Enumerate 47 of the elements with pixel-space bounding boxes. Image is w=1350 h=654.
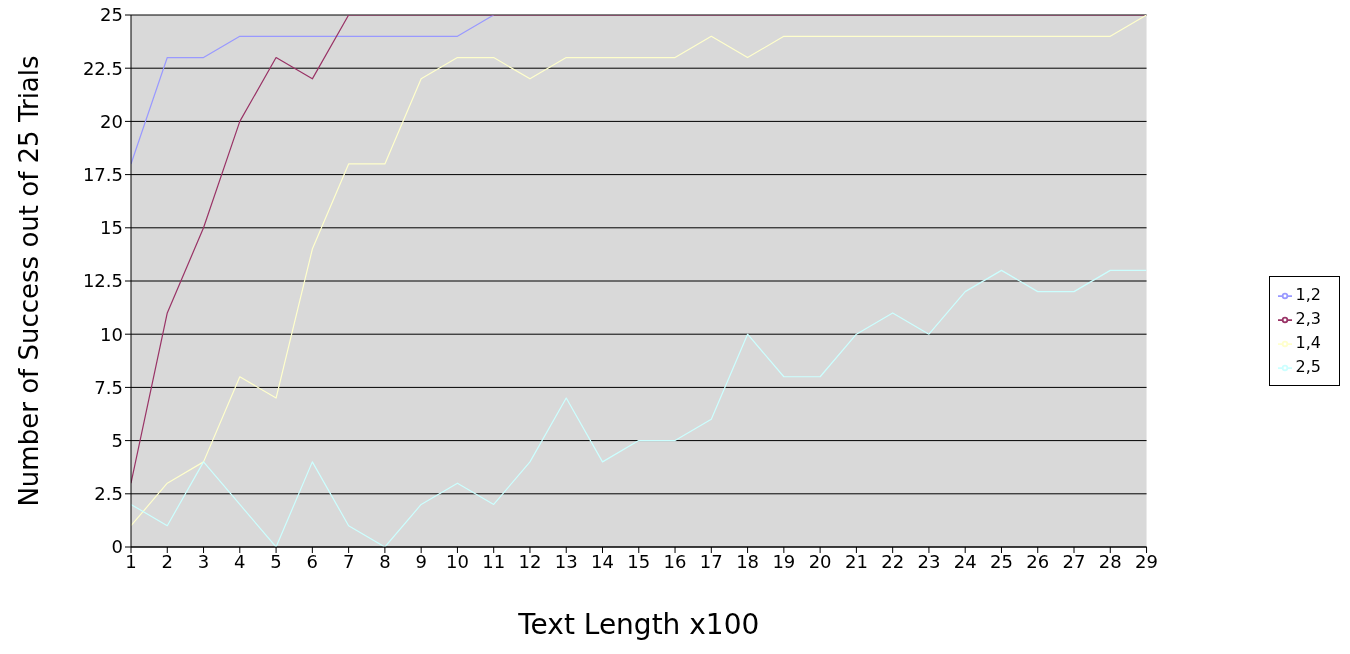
y-tick-label: 10 bbox=[100, 323, 123, 345]
x-tick-label: 6 bbox=[306, 550, 319, 572]
x-tick-label: 10 bbox=[445, 550, 469, 572]
line-series bbox=[131, 15, 495, 165]
legend-label: 1,2 bbox=[1295, 285, 1321, 304]
x-tick-label: 24 bbox=[953, 550, 977, 572]
x-tick-label: 4 bbox=[234, 550, 246, 572]
x-tick-label: 14 bbox=[591, 550, 614, 572]
legend-label: 2,3 bbox=[1295, 309, 1321, 328]
x-tick-label: 17 bbox=[699, 550, 723, 572]
x-tick-label: 15 bbox=[627, 550, 651, 572]
y-tick-label: 22.5 bbox=[82, 57, 123, 79]
y-tick-label: 17.5 bbox=[82, 163, 123, 185]
x-tick-label: 20 bbox=[808, 550, 832, 572]
x-tick-label: 11 bbox=[482, 550, 506, 572]
x-tick-label: 12 bbox=[518, 550, 542, 572]
y-tick-label: 15 bbox=[100, 217, 123, 239]
x-tick-label: 8 bbox=[379, 550, 391, 572]
y-tick-label: 2.5 bbox=[94, 483, 123, 505]
legend-label: 2,5 bbox=[1295, 357, 1321, 376]
legend-label: 1,4 bbox=[1295, 333, 1321, 352]
y-tick-label: 25 bbox=[100, 4, 123, 26]
y-axis-title: Number of Success out of 25 Trials bbox=[13, 55, 44, 507]
x-tick-label: 21 bbox=[844, 550, 868, 572]
x-tick-label: 1 bbox=[125, 550, 137, 572]
x-tick-label: 13 bbox=[554, 550, 578, 572]
x-tick-label: 3 bbox=[197, 550, 210, 572]
x-tick-label: 27 bbox=[1062, 550, 1086, 572]
y-tick-label: 5 bbox=[111, 429, 123, 451]
y-tick-label: 12.5 bbox=[82, 270, 123, 292]
x-tick-label: 18 bbox=[736, 550, 760, 572]
x-tick-label: 23 bbox=[917, 550, 941, 572]
x-tick-label: 5 bbox=[270, 550, 282, 572]
x-tick-label: 7 bbox=[342, 550, 355, 572]
x-tick-label: 26 bbox=[1026, 550, 1050, 572]
y-tick-label: 7.5 bbox=[94, 376, 123, 398]
x-tick-label: 29 bbox=[1135, 550, 1158, 572]
x-tick-label: 25 bbox=[990, 550, 1013, 572]
x-tick-label: 2 bbox=[161, 550, 173, 572]
x-tick-label: 22 bbox=[881, 550, 905, 572]
x-tick-label: 19 bbox=[772, 550, 796, 572]
x-axis-title: Text Length x100 bbox=[517, 608, 760, 641]
x-tick-label: 16 bbox=[663, 550, 687, 572]
y-tick-label: 0 bbox=[111, 536, 123, 558]
x-tick-label: 9 bbox=[415, 550, 427, 572]
x-tick-label: 28 bbox=[1098, 550, 1122, 572]
y-tick-label: 20 bbox=[100, 110, 123, 132]
